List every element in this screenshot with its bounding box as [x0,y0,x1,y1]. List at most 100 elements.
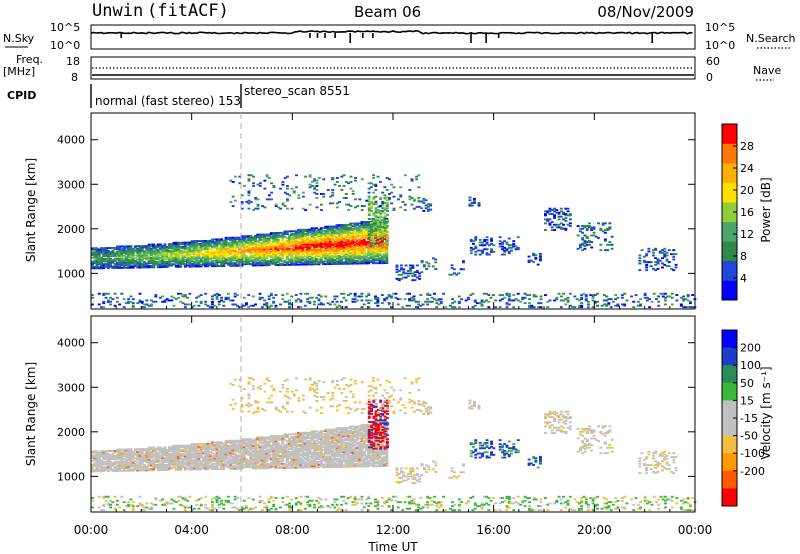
power-cell [222,247,226,250]
power-cell [100,264,103,267]
power-cell [158,243,162,246]
power-cell [349,205,353,207]
power-cell [138,247,142,250]
velocity-cell [134,448,137,451]
velocity-cell [95,466,99,469]
power-cell [376,243,380,246]
power-cell [152,252,156,255]
power-cell [281,294,285,296]
power-cell [684,298,688,301]
power-cell [376,235,380,238]
power-cell [204,257,208,260]
power-cell [358,295,362,298]
velocity-cell [102,468,106,471]
power-cell [283,247,287,250]
power-cell [411,275,415,278]
power-cell [319,236,323,239]
power-cell [383,216,387,219]
power-cell [553,229,556,231]
velocity-cell [95,470,99,473]
power-cell [301,247,305,250]
velocity-cell [109,468,112,471]
power-cell [534,256,538,259]
power-cell [220,242,223,245]
power-cell [163,300,167,303]
power-cell [322,239,325,242]
power-cell [170,299,174,302]
velocity-cell [127,461,131,464]
power-cell [468,196,472,199]
power-cell [469,246,473,249]
power-cell [356,242,359,245]
power-cell [303,240,307,243]
power-cell [168,259,171,262]
power-cell [260,244,264,247]
power-cell [129,258,133,261]
power-cell [593,300,597,303]
power-cell [362,227,366,230]
power-cell [324,257,328,260]
power-cell [236,254,239,256]
power-cell [170,260,174,263]
power-cell [299,254,303,257]
velocity-cell [147,454,151,457]
velocity-cell [226,462,230,465]
power-cell [501,245,504,248]
velocity-cell [199,453,203,456]
power-cell [125,261,128,264]
velocity-cell [197,453,201,456]
power-cell [606,229,610,231]
velocity-cell [186,454,189,456]
velocity-cell [118,469,122,472]
power-cell [115,257,119,260]
power-cell [251,243,255,245]
power-cell [313,227,316,230]
power-cell [691,294,695,296]
power-cell [462,260,465,263]
power-cell [386,196,389,199]
power-cell [279,231,282,234]
power-cell [288,237,291,239]
velocity-cell [158,455,162,458]
velocity-cell [91,454,94,457]
velocity-cell [186,455,189,458]
power-cell [288,253,291,255]
power-cell [217,250,221,253]
power-cell [274,304,278,307]
power-cell [93,255,97,258]
power-cell [322,245,325,248]
power-cell [279,252,282,254]
velocity-cell [188,447,192,450]
power-cell [457,300,461,303]
power-cell [501,253,504,256]
power-cell [566,300,570,303]
power-cell [590,234,594,237]
velocity-cell [188,452,192,455]
power-cell [337,254,341,257]
power-cell [247,191,251,194]
power-cell [170,255,174,258]
power-cell [335,226,339,229]
power-cell [158,246,162,248]
velocity-cell [211,452,214,455]
power-cell [521,296,525,299]
velocity-cell [143,466,146,469]
power-cell [333,241,337,244]
power-cell [313,243,316,246]
velocity-cell [129,459,133,461]
velocity-cell [158,450,162,453]
power-cell [505,303,509,306]
power-cell [308,175,312,178]
power-cell [120,249,124,252]
power-cell [313,248,316,251]
power-cell [131,265,135,268]
power-cell [256,244,260,247]
power-cell [346,253,350,256]
velocity-cell [152,464,156,466]
power-cell [242,240,246,243]
power-cell [374,232,378,235]
power-cell [376,302,380,305]
power-cell [190,250,194,253]
velocity-cell [204,465,208,468]
power-cell [258,241,262,244]
